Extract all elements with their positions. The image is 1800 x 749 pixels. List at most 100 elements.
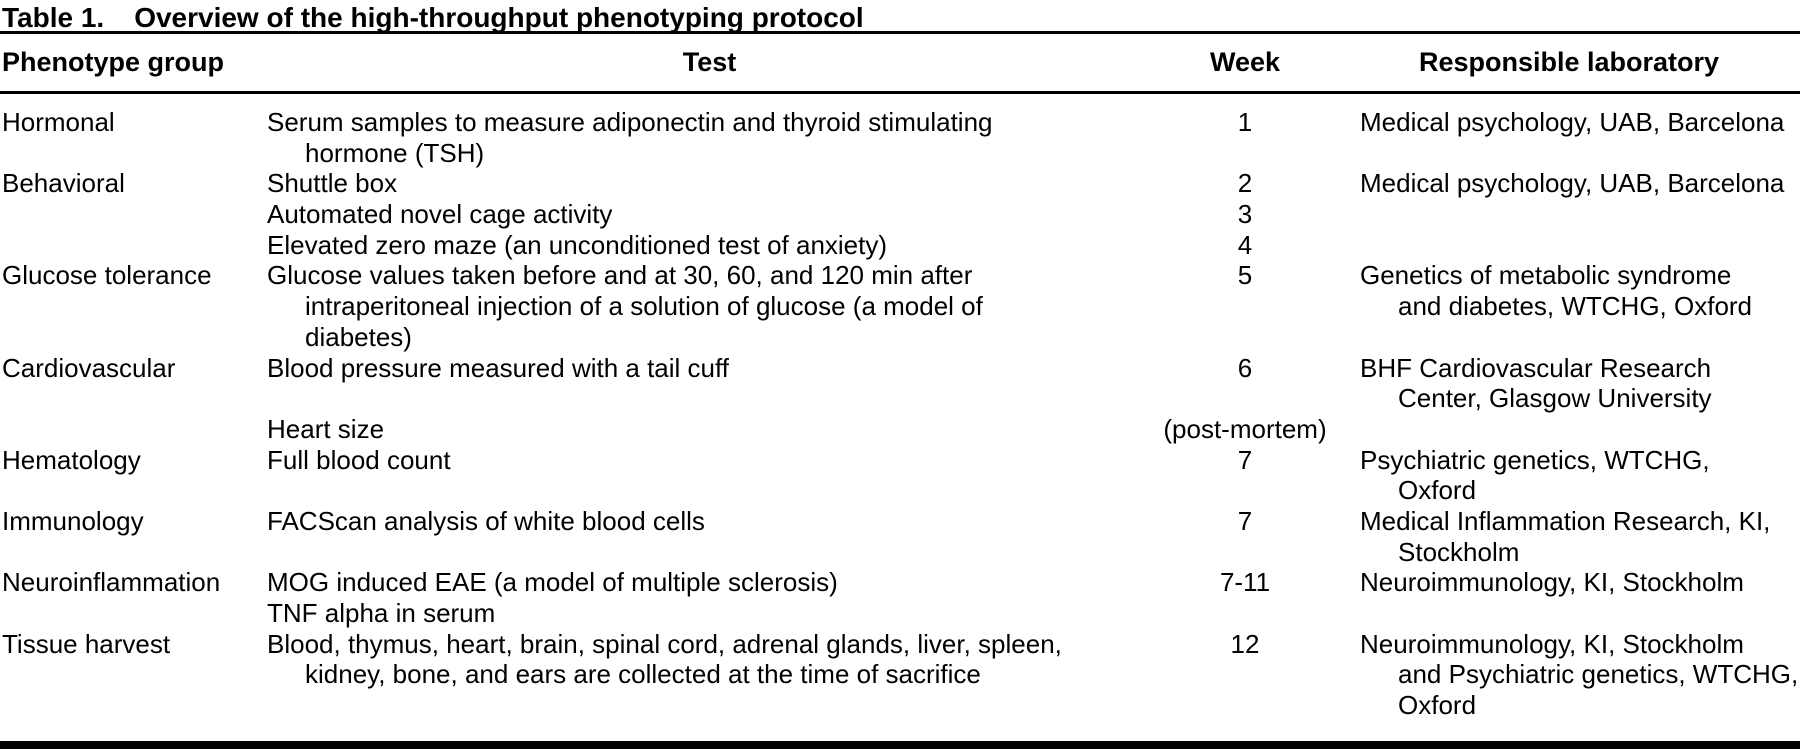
test-line: kidney, bone, and ears are collected at … — [305, 659, 981, 690]
top-rule — [0, 31, 1800, 34]
lab-cell: Neuroimmunology, KI, Stockholm — [1338, 567, 1800, 628]
lab-line: and Psychiatric genetics, WTCHG, — [1398, 659, 1799, 690]
lab-line: BHF Cardiovascular Research — [1360, 352, 1712, 383]
lab-line: Oxford — [1398, 690, 1477, 721]
phenotype-group-cell: Cardiovascular — [2, 353, 267, 445]
week-value: 7-11 — [1219, 567, 1271, 598]
lab-cell: Medical psychology, UAB, Barcelona — [1338, 107, 1800, 168]
table-number: Table 1. — [2, 2, 105, 33]
test-line: hormone (TSH) — [305, 137, 485, 168]
test-line: Automated novel cage activity — [267, 199, 613, 230]
test-line: FACScan analysis of white blood cells — [267, 505, 705, 536]
column-header-phenotype-group: Phenotype group — [2, 47, 224, 77]
lab-cell: Genetics of metabolic syndrome and diabet… — [1338, 260, 1800, 352]
test-line: Heart size — [267, 413, 385, 444]
test-line: Full blood count — [267, 444, 451, 475]
lab-cell: Psychiatric genetics, WTCHG, Oxford — [1338, 445, 1800, 506]
lab-cell: Neuroimmunology, KI, Stockholm and Psychi… — [1338, 629, 1800, 721]
table-title: Table 1. Overview of the high-throughput … — [0, 0, 1800, 33]
table-header-row: Phenotype group Test Week Responsible la… — [0, 34, 1800, 91]
week-cell: 5 — [1152, 260, 1338, 352]
lab-cell: Medical psychology, UAB, Barcelona — [1338, 168, 1800, 260]
week-value: 3 — [1237, 199, 1253, 230]
test-line: Glucose values taken before and at 30, 6… — [267, 260, 973, 291]
test-line: intraperitoneal injection of a solution … — [305, 291, 983, 322]
lab-line: Medical psychology, UAB, Barcelona — [1360, 107, 1785, 137]
header-rule — [0, 91, 1800, 94]
test-cell: Glucose values taken before and at 30, 6… — [267, 260, 1152, 352]
lab-line: Neuroimmunology, KI, Stockholm — [1360, 567, 1744, 598]
test-line — [267, 383, 1152, 414]
lab-line: Psychiatric genetics, WTCHG, — [1360, 444, 1710, 475]
week-value: 4 — [1237, 229, 1253, 260]
table-caption: Overview of the high-throughput phenotyp… — [134, 2, 864, 33]
week-cell: 6 (post-mortem) — [1152, 353, 1338, 445]
bottom-rule — [0, 741, 1800, 749]
week-value: 1 — [1237, 107, 1253, 137]
test-line: diabetes) — [305, 321, 412, 352]
test-line: Elevated zero maze (an unconditioned tes… — [267, 229, 888, 260]
lab-line: Oxford — [1398, 475, 1477, 506]
phenotype-group-label: Immunology — [2, 505, 144, 536]
test-cell: FACScan analysis of white blood cells — [267, 506, 1152, 567]
lab-cell: BHF Cardiovascular Research Center, Glasg… — [1338, 353, 1800, 445]
lab-line: Stockholm — [1398, 536, 1520, 567]
test-cell: Shuttle box Automated novel cage activity… — [267, 168, 1152, 260]
phenotype-group-label: Behavioral — [2, 168, 125, 199]
lab-line: Medical Inflammation Research, KI, — [1360, 505, 1771, 536]
phenotype-group-cell: Glucose tolerance — [2, 260, 267, 352]
week-cell: 1 — [1152, 107, 1338, 168]
week-value: 7 — [1237, 444, 1253, 475]
lab-line: Center, Glasgow University — [1398, 383, 1712, 414]
lab-line: Genetics of metabolic syndrome — [1360, 260, 1732, 291]
lab-line: Neuroimmunology, KI, Stockholm — [1360, 628, 1744, 659]
week-value: 12 — [1230, 628, 1260, 659]
week-value: (post-mortem) — [1163, 413, 1327, 444]
phenotype-group-label: Tissue harvest — [2, 628, 171, 659]
phenotype-group-label: Hormonal — [2, 107, 115, 137]
phenotype-group-label: Glucose tolerance — [2, 260, 212, 291]
lab-line: and diabetes, WTCHG, Oxford — [1398, 291, 1753, 322]
phenotype-group-label: Hematology — [2, 444, 141, 475]
table-row: Neuroinflammation MOG induced EAE (a mode… — [2, 567, 1800, 628]
week-value: 7 — [1237, 505, 1253, 536]
table-row: Hormonal Serum samples to measure adipone… — [2, 107, 1800, 168]
week-cell: 7-11 — [1152, 567, 1338, 628]
test-line: Blood pressure measured with a tail cuff — [267, 352, 729, 383]
week-cell: 12 — [1152, 629, 1338, 721]
test-line: Blood, thymus, heart, brain, spinal cord… — [267, 628, 1062, 659]
table-row: Behavioral Shuttle box Automated novel cag… — [2, 168, 1800, 260]
test-line: Shuttle box — [267, 168, 398, 199]
phenotype-group-cell: Hematology — [2, 445, 267, 506]
table-body: Hormonal Serum samples to measure adipone… — [0, 94, 1800, 721]
week-cell: 7 — [1152, 445, 1338, 506]
table-row: Immunology FACScan analysis of white bloo… — [2, 506, 1800, 567]
test-cell: Full blood count — [267, 445, 1152, 506]
phenotype-group-cell: Immunology — [2, 506, 267, 567]
week-cell: 7 — [1152, 506, 1338, 567]
week-value: 6 — [1237, 352, 1253, 383]
table-row: Glucose tolerance Glucose values taken be… — [2, 260, 1800, 352]
phenotype-group-cell: Hormonal — [2, 107, 267, 168]
week-value: 5 — [1237, 260, 1253, 291]
table-row: Tissue harvest Blood, thymus, heart, brai… — [2, 629, 1800, 721]
column-header-responsible-laboratory: Responsible laboratory — [1418, 47, 1720, 77]
lab-cell: Medical Inflammation Research, KI, Stockh… — [1338, 506, 1800, 567]
phenotype-group-cell: Tissue harvest — [2, 629, 267, 721]
test-cell: MOG induced EAE (a model of multiple scl… — [267, 567, 1152, 628]
test-cell: Blood pressure measured with a tail cuff… — [267, 353, 1152, 445]
column-header-test: Test — [682, 47, 737, 77]
week-value — [1152, 383, 1338, 414]
test-cell: Blood, thymus, heart, brain, spinal cord… — [267, 629, 1152, 721]
table-row: Cardiovascular Blood pressure measured wi… — [2, 353, 1800, 445]
test-line: TNF alpha in serum — [267, 598, 496, 628]
phenotype-group-cell: Behavioral — [2, 168, 267, 260]
test-cell: Serum samples to measure adiponectin and… — [267, 107, 1152, 168]
phenotype-group-label: Neuroinflammation — [2, 567, 221, 598]
column-header-week: Week — [1209, 47, 1281, 77]
phenotype-group-label: Cardiovascular — [2, 352, 176, 383]
week-value: 2 — [1237, 168, 1253, 199]
table-row: Hematology Full blood count 7 Psychiatric g… — [2, 445, 1800, 506]
